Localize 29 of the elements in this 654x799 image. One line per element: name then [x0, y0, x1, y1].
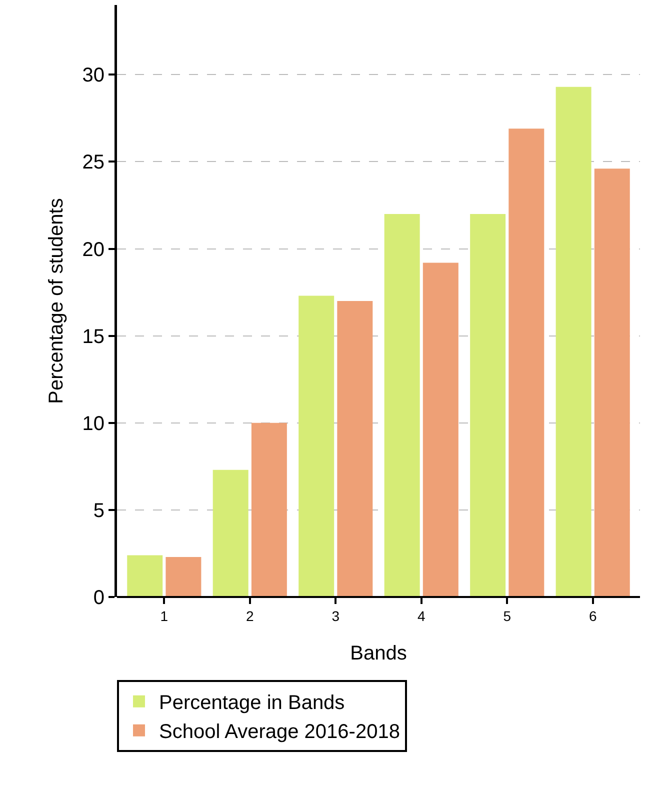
y-tick-label: 5 — [93, 500, 104, 522]
x-tick-label: 2 — [246, 608, 254, 624]
y-tick-label: 0 — [93, 587, 104, 609]
bar — [508, 128, 544, 597]
y-tick-label: 30 — [82, 64, 104, 87]
y-axis-title: Percentage of students — [46, 198, 68, 404]
y-tick-label: 20 — [82, 238, 104, 261]
legend-label: Percentage in Bands — [159, 692, 345, 714]
x-axis-title: Bands — [350, 642, 407, 664]
x-tick-label: 5 — [503, 608, 512, 624]
x-tick-label: 6 — [588, 608, 597, 624]
bar — [594, 168, 630, 597]
bar — [384, 214, 420, 597]
y-tick-label: 10 — [82, 412, 104, 435]
x-tick-label: 3 — [332, 608, 340, 624]
bar — [212, 470, 248, 597]
y-tick-label: 15 — [82, 326, 104, 348]
bar — [251, 422, 287, 597]
y-tick-label: 25 — [82, 152, 104, 174]
bar — [298, 296, 334, 597]
bar — [470, 214, 506, 597]
x-tick-label: 4 — [417, 608, 426, 624]
bar — [337, 301, 373, 597]
bar — [166, 556, 202, 597]
legend-label: School Average 2016-2018 — [159, 721, 400, 744]
bar — [556, 86, 592, 597]
bar — [422, 262, 458, 597]
x-tick-label: 1 — [160, 608, 168, 624]
bar — [127, 555, 163, 597]
